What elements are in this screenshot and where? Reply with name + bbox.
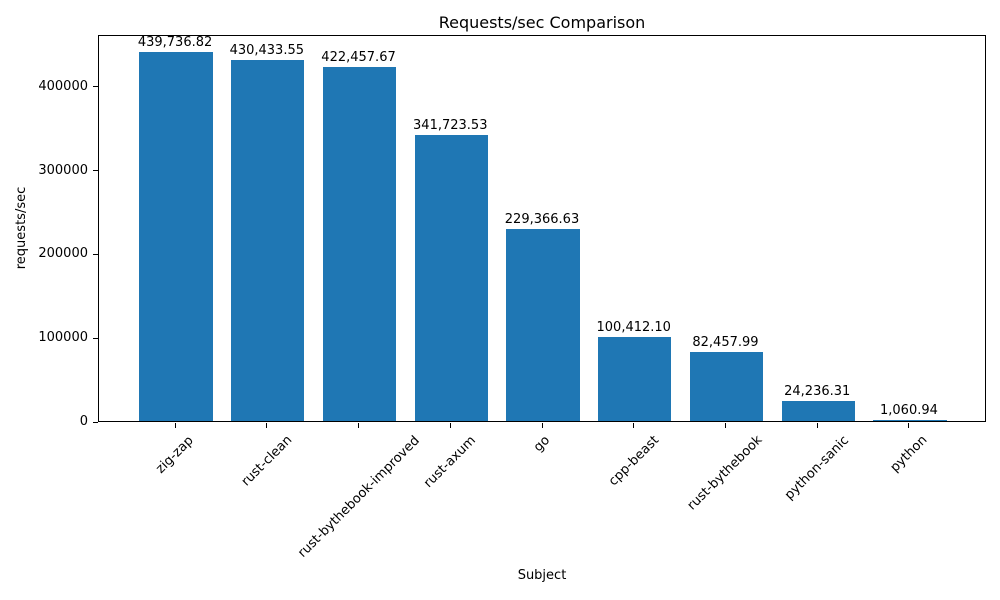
x-tick: [358, 423, 360, 428]
plot-area: [98, 35, 986, 422]
x-tick: [541, 423, 543, 428]
bar-value-label: 341,723.53: [413, 117, 488, 133]
x-tick-label: rust-bythebook-improved: [294, 432, 423, 561]
x-tick-label: python: [887, 432, 931, 476]
bar-value-label: 430,433.55: [229, 43, 304, 59]
bar: [873, 420, 947, 421]
bar: [506, 228, 580, 421]
y-tick: [93, 421, 98, 423]
y-tick: [93, 86, 98, 88]
bar-value-label: 82,457.99: [692, 334, 759, 350]
bar: [231, 60, 305, 421]
bar: [689, 351, 764, 421]
x-tick-label: rust-axum: [421, 433, 480, 491]
y-tick-label: 400000: [38, 78, 88, 94]
x-tick-label: rust-clean: [238, 432, 296, 490]
x-tick: [816, 423, 818, 428]
x-tick-label: rust-bythebook: [685, 432, 766, 514]
y-tick-label: 100000: [38, 330, 88, 346]
x-tick: [449, 423, 451, 428]
bar-value-label: 229,366.63: [504, 211, 580, 227]
bar-value-label: 439,736.82: [137, 35, 213, 51]
x-tick-label: cpp-beast: [605, 432, 662, 490]
y-tick-label: 200000: [38, 246, 88, 262]
bar-value-label: 422,457.67: [321, 49, 396, 65]
x-tick: [174, 423, 176, 428]
x-tick: [908, 423, 910, 428]
y-tick-label: 300000: [38, 162, 88, 178]
x-tick-label: zig-zap: [153, 432, 197, 477]
bar: [414, 134, 488, 421]
chart-title: Requests/sec Comparison: [438, 13, 646, 32]
x-tick: [724, 423, 726, 428]
bar: [322, 66, 397, 421]
bar-value-label: 24,236.31: [784, 383, 851, 399]
bar: [139, 52, 213, 421]
x-tick-label: go: [530, 432, 554, 455]
y-tick: [93, 253, 98, 255]
bar: [781, 400, 855, 421]
x-tick-label: python-sanic: [782, 433, 853, 503]
y-tick: [93, 337, 98, 339]
x-tick: [633, 423, 635, 428]
x-tick: [266, 423, 268, 428]
bar: [598, 336, 672, 421]
y-tick-label: 0: [79, 414, 88, 429]
bar-value-label: 100,412.10: [596, 319, 671, 335]
y-tick: [93, 170, 98, 172]
bar-value-label: 1,060.94: [879, 403, 938, 418]
x-axis-title: Subject: [517, 568, 567, 583]
